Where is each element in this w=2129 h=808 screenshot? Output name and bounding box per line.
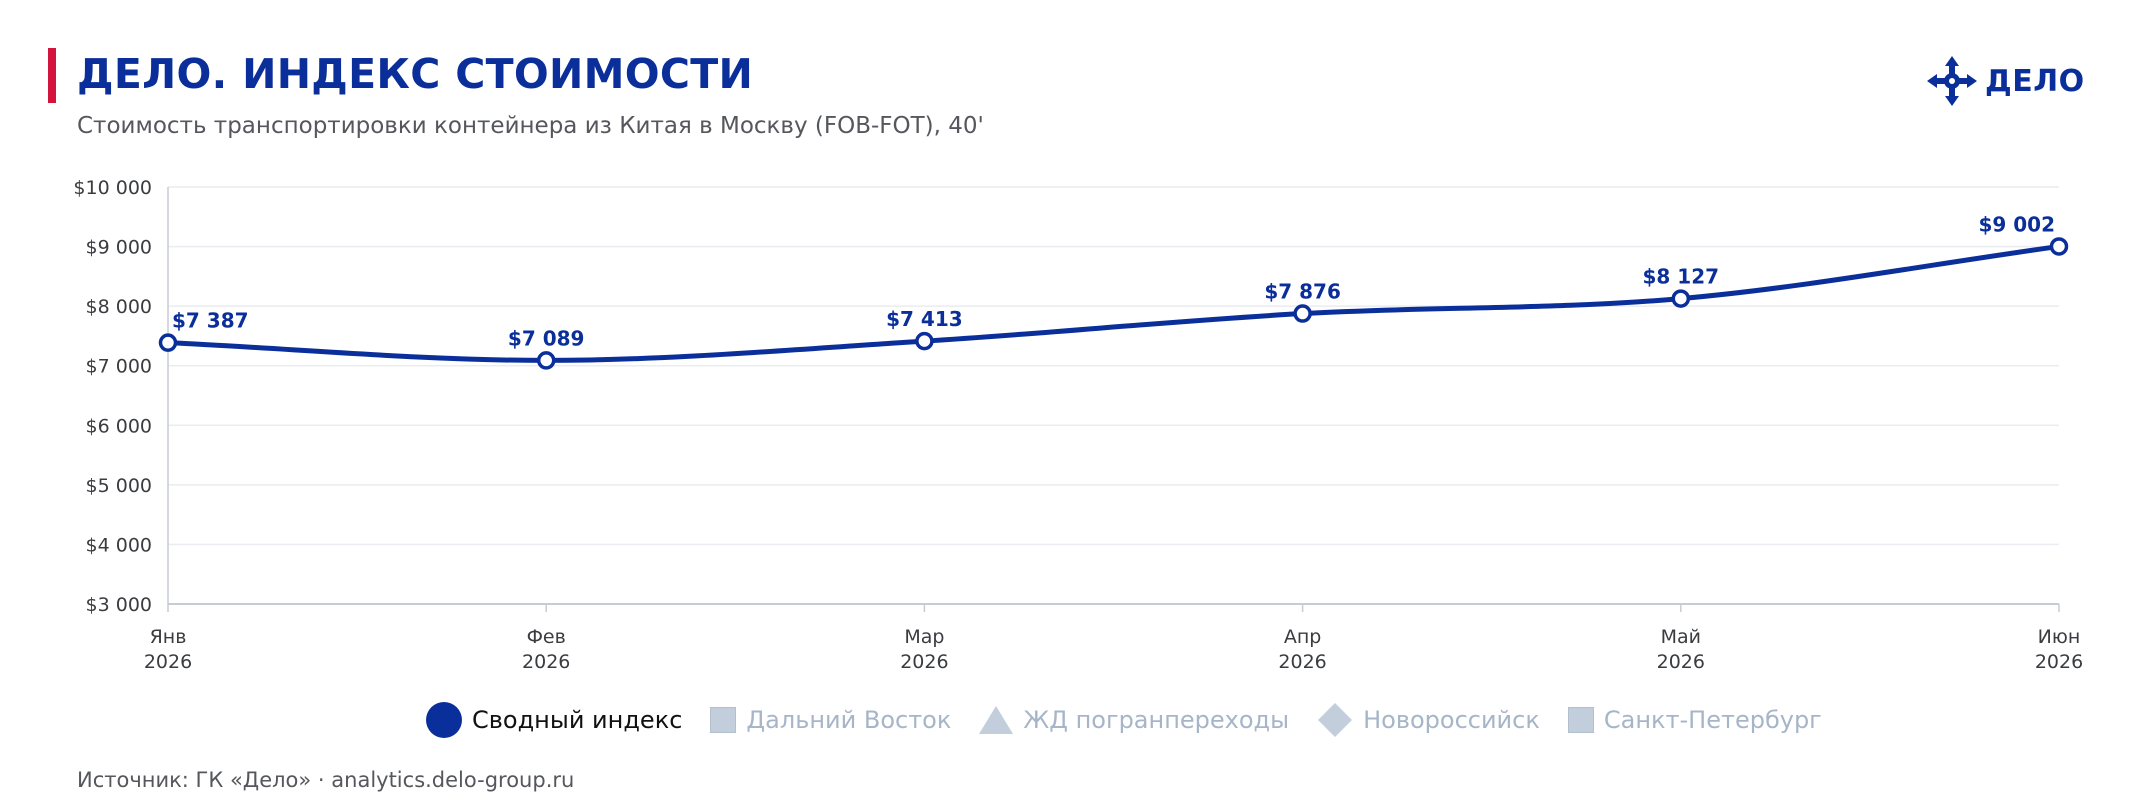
logo-text: ДЕЛО bbox=[1985, 63, 2085, 99]
y-tick-label: $8 000 bbox=[86, 296, 152, 318]
source-note: Источник: ГК «Дело» · analytics.delo-gro… bbox=[77, 768, 575, 792]
legend-item-novorossiysk[interactable]: Новороссийск bbox=[1317, 703, 1540, 737]
grid-lines bbox=[168, 186, 2059, 605]
y-tick-label: $5 000 bbox=[86, 475, 152, 497]
data-label: $9 002 bbox=[1978, 212, 2055, 236]
legend-diamond-marker bbox=[1318, 703, 1353, 737]
data-point[interactable] bbox=[158, 333, 178, 352]
y-tick-label: $3 000 bbox=[86, 594, 152, 616]
series-svodny-indeks bbox=[158, 237, 2069, 370]
legend-label: ЖД погранпереходы bbox=[1023, 706, 1290, 734]
legend-circle-marker bbox=[426, 702, 462, 738]
data-point[interactable] bbox=[536, 351, 556, 370]
y-tick-label: $9 000 bbox=[86, 237, 152, 259]
data-labels: $7 387 $7 089 $7 413 $7 876 $8 127 $9 002 bbox=[172, 212, 2055, 350]
data-point[interactable] bbox=[1671, 289, 1691, 308]
legend-item-zhd-pogranperekhody[interactable]: ЖД погранпереходы bbox=[979, 706, 1289, 734]
legend-item-dalniy-vostok[interactable]: Дальний Восток bbox=[710, 706, 951, 734]
legend-triangle-marker bbox=[979, 706, 1014, 734]
data-point[interactable] bbox=[2049, 237, 2069, 256]
chart-legend: Сводный индекс Дальний Восток ЖД погранп… bbox=[426, 700, 1822, 740]
y-tick-label: $4 000 bbox=[86, 534, 152, 556]
line-chart: $3 000 $4 000 $5 000 $6 000 $7 000 $8 000 $9 0… bbox=[73, 177, 2083, 673]
data-label: $7 387 bbox=[172, 309, 249, 333]
legend-label: Дальний Восток bbox=[746, 706, 952, 734]
legend-label: Сводный индекс bbox=[472, 706, 683, 734]
legend-label: Новороссийск bbox=[1363, 706, 1540, 734]
brand-logo: ДЕЛО bbox=[1927, 56, 2085, 106]
x-tick-label: Мар 2026 bbox=[900, 626, 948, 673]
data-label: $7 876 bbox=[1264, 280, 1341, 304]
data-label: $7 413 bbox=[886, 307, 963, 331]
x-axis: Янв 2026 Фев 2026 Мар 2026 Апр 2026 Май 2026 Июн 20… bbox=[144, 604, 2083, 673]
y-tick-label: $10 000 bbox=[73, 177, 152, 199]
title-accent-bar bbox=[48, 48, 56, 103]
legend-label: Санкт-Петербург bbox=[1603, 706, 1822, 734]
page-subtitle: Стоимость транспортировки контейнера из … bbox=[77, 113, 984, 139]
y-tick-label: $7 000 bbox=[86, 356, 152, 378]
data-point[interactable] bbox=[915, 331, 934, 351]
legend-item-svodny-indeks[interactable]: Сводный индекс bbox=[426, 702, 682, 738]
page-title: ДЕЛО. ИНДЕКС СТОИМОСТИ bbox=[77, 50, 754, 98]
legend-square-marker bbox=[710, 707, 737, 733]
y-axis: $3 000 $4 000 $5 000 $6 000 $7 000 $8 000 $9 0… bbox=[73, 177, 169, 616]
legend-item-sankt-peterburg[interactable]: Санкт-Петербург bbox=[1567, 706, 1822, 734]
x-tick-label: Янв 2026 bbox=[144, 626, 192, 673]
series-line bbox=[165, 243, 2062, 363]
x-tick-label: Июн 2026 bbox=[2035, 626, 2083, 673]
delo-logo-icon bbox=[1927, 56, 1977, 106]
data-label: $8 127 bbox=[1643, 265, 1720, 289]
data-label: $7 089 bbox=[508, 326, 585, 350]
legend-square-marker bbox=[1567, 707, 1594, 733]
data-point[interactable] bbox=[1293, 304, 1312, 323]
x-tick-label: Фев 2026 bbox=[522, 626, 570, 673]
x-tick-label: Май 2026 bbox=[1657, 626, 1705, 673]
y-tick-label: $6 000 bbox=[86, 415, 152, 437]
x-tick-label: Апр 2026 bbox=[1278, 626, 1326, 673]
